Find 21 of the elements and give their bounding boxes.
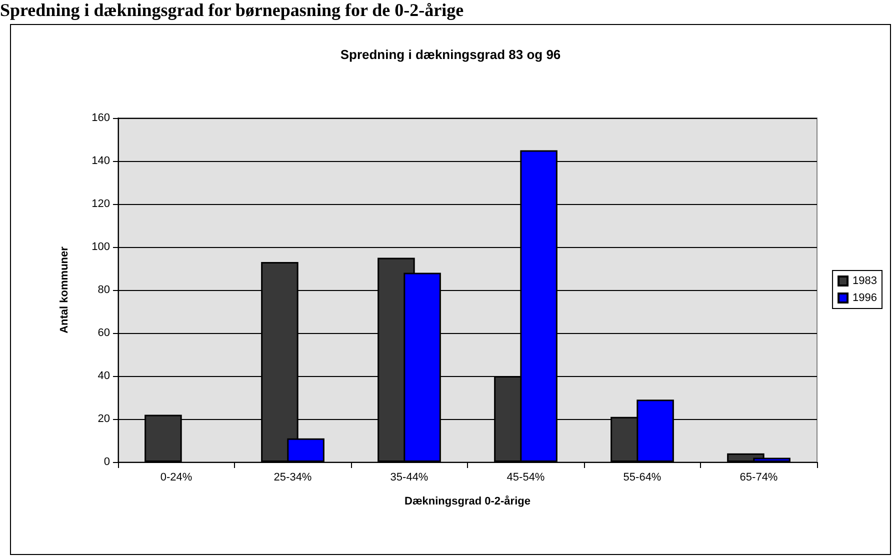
y-tick-label: 140 (92, 155, 110, 167)
x-tick-label: 35-44% (390, 472, 428, 484)
text: Spredning i dækningsgrad for børnepasning for de 0-2-årige (0, 0, 464, 21)
x-tick-label: 65-74% (740, 472, 778, 484)
legend-label: 1983 (852, 275, 878, 287)
x-axis-title: Dækningsgrad 0-2-årige (404, 494, 530, 508)
chart-title: Spredning i dækningsgrad 83 og 96 (340, 47, 561, 62)
x-tick-label: 0-24% (160, 472, 192, 484)
y-tick-label: 20 (98, 413, 110, 425)
x-tick-label: 55-64% (623, 472, 662, 484)
y-axis-title: Antal kommuner (58, 246, 70, 334)
legend-label: 1996 (852, 292, 878, 304)
x-tick-label: 45-54% (506, 472, 545, 484)
y-tick-label: 100 (92, 241, 110, 253)
y-tick-label: 80 (98, 284, 110, 296)
x-tick-label: 25-34% (274, 472, 312, 484)
y-tick-label: 120 (92, 198, 110, 210)
y-tick-label: 40 (98, 370, 110, 382)
y-tick-label: 0 (104, 456, 110, 468)
y-tick-label: 60 (98, 327, 110, 339)
y-tick-label: 160 (92, 112, 110, 124)
